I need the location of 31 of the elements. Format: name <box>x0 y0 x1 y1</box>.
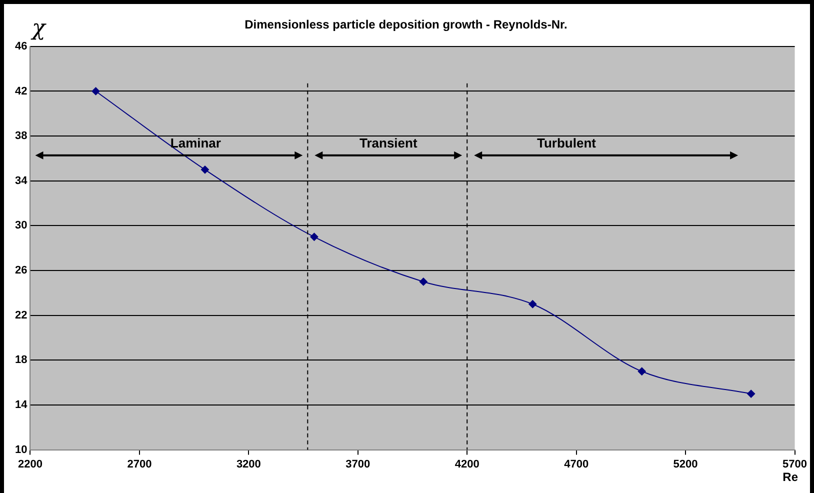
x-tick-label: 4700 <box>564 458 589 470</box>
x-axis-title: Re <box>782 470 798 484</box>
x-tick-label: 2200 <box>18 458 42 470</box>
point <box>528 300 537 308</box>
y-axis-title: χ <box>32 16 46 41</box>
y-tick-label: 38 <box>14 130 28 142</box>
y-tick-label: 46 <box>14 40 28 52</box>
x-tick-label: 3200 <box>236 458 261 470</box>
point <box>638 367 646 376</box>
annotation: Turbulent <box>537 135 597 150</box>
y-tick-label: 26 <box>14 264 28 277</box>
y-tick-label: 22 <box>14 309 28 322</box>
y-tick-label: 30 <box>14 220 28 232</box>
y-tick-label: 14 <box>14 399 28 412</box>
y-tick-label: 34 <box>14 174 28 187</box>
x-tick-label: 5700 <box>782 458 808 470</box>
point <box>419 278 428 286</box>
y-tick-label: 10 <box>14 444 28 456</box>
chart-title: Dimensionless particle deposition growth - Reynolds-Nr. <box>244 18 568 32</box>
y-tick-label: 42 <box>14 85 28 98</box>
point <box>92 87 100 96</box>
point <box>200 166 209 174</box>
x-tick-label: 5200 <box>673 458 698 470</box>
point <box>747 390 756 398</box>
point <box>310 232 318 241</box>
annotation: Transient <box>359 135 418 150</box>
annotation: Laminar <box>170 135 221 150</box>
y-tick-label: 18 <box>14 354 28 366</box>
x-tick-label: 3700 <box>346 458 370 470</box>
x-tick-label: 2700 <box>127 458 152 470</box>
x-tick-label: 4200 <box>454 458 480 470</box>
